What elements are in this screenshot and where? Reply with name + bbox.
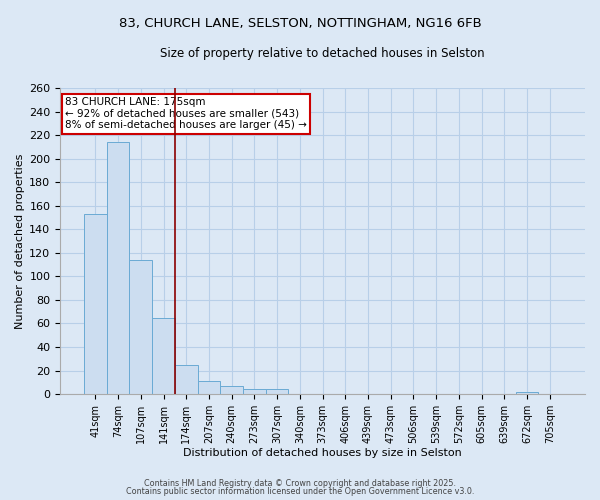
Bar — [107, 142, 130, 394]
Text: Contains HM Land Registry data © Crown copyright and database right 2025.: Contains HM Land Registry data © Crown c… — [144, 478, 456, 488]
Bar — [243, 390, 266, 394]
Bar — [175, 364, 197, 394]
X-axis label: Distribution of detached houses by size in Selston: Distribution of detached houses by size … — [183, 448, 462, 458]
Title: Size of property relative to detached houses in Selston: Size of property relative to detached ho… — [160, 48, 485, 60]
Bar — [130, 260, 152, 394]
Bar — [152, 318, 175, 394]
Text: 83, CHURCH LANE, SELSTON, NOTTINGHAM, NG16 6FB: 83, CHURCH LANE, SELSTON, NOTTINGHAM, NG… — [119, 18, 481, 30]
Bar — [266, 390, 289, 394]
Bar — [197, 381, 220, 394]
Text: 83 CHURCH LANE: 175sqm
← 92% of detached houses are smaller (543)
8% of semi-det: 83 CHURCH LANE: 175sqm ← 92% of detached… — [65, 97, 307, 130]
Text: Contains public sector information licensed under the Open Government Licence v3: Contains public sector information licen… — [126, 487, 474, 496]
Bar — [84, 214, 107, 394]
Bar — [220, 386, 243, 394]
Y-axis label: Number of detached properties: Number of detached properties — [15, 154, 25, 329]
Bar — [516, 392, 538, 394]
